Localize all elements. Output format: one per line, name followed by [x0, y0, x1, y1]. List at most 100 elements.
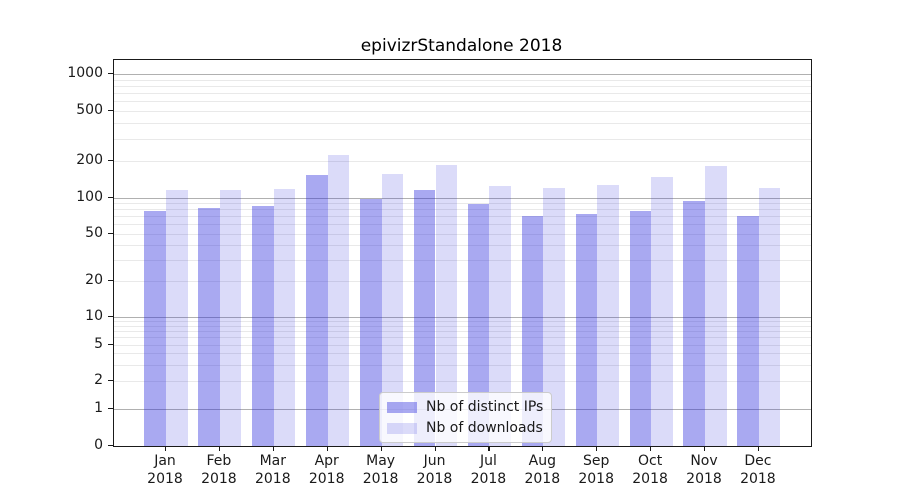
x-tick-label-aug: Aug 2018: [524, 453, 561, 487]
gridline-minor: [114, 224, 811, 226]
x-tick-label-may: May 2018: [362, 453, 399, 487]
y-tick-label: 20: [85, 272, 103, 289]
x-tick-mark: [380, 446, 382, 451]
y-tick-mark: [108, 445, 113, 447]
x-tick-label-jan: Jan 2018: [147, 453, 183, 487]
x-tick-mark: [218, 446, 221, 451]
y-tick-label: 10: [85, 308, 103, 324]
bar-distinct-ips-mar: [252, 206, 274, 446]
legend-label-downloads: Nb of downloads: [426, 420, 543, 436]
bar-downloads-sep: [597, 184, 619, 446]
x-tick-mark: [757, 446, 760, 451]
legend-swatch-distinct-ips: [387, 401, 417, 413]
y-tick-label: 50: [85, 224, 103, 241]
x-axis: Jan 2018 Feb 2018 Mar 2018 Apr 2018 May 2018…: [113, 445, 810, 500]
bar-downloads-may: [381, 174, 404, 446]
x-tick-mark: [165, 446, 167, 451]
gridline-minor: [114, 233, 811, 235]
bar-distinct-ips-aug: [521, 216, 544, 446]
bar-downloads-nov: [705, 165, 727, 446]
gridline-minor: [114, 209, 811, 211]
gridline-minor: [114, 331, 811, 333]
bar-distinct-ips-jul: [467, 204, 490, 446]
x-tick-mark: [488, 446, 490, 451]
y-tick-mark: [108, 280, 113, 282]
gridline-minor: [114, 281, 811, 283]
gridline-minor: [114, 138, 811, 140]
x-tick-label-jul: Jul 2018: [470, 453, 507, 487]
x-tick-label-feb: Feb 2018: [201, 453, 237, 487]
bar-downloads-apr: [327, 155, 350, 446]
gridline-major: [114, 317, 811, 318]
gridline-minor: [114, 79, 811, 81]
gridline-minor: [114, 245, 811, 247]
y-tick-mark: [108, 110, 113, 112]
y-tick-mark: [108, 232, 113, 234]
gridline-minor: [114, 381, 811, 382]
gridline-minor: [114, 123, 811, 125]
x-tick-label-sep: Sep 2018: [578, 453, 614, 487]
y-axis: 0 1 2 5 10 20 50 100 200 500 1000: [0, 59, 113, 453]
gridline-major: [114, 74, 811, 75]
gridline-minor: [114, 337, 811, 339]
y-tick-label: 200: [76, 151, 103, 168]
gridline-minor: [114, 160, 811, 162]
y-tick-label: 500: [76, 102, 103, 119]
y-tick-mark: [108, 343, 113, 345]
x-tick-mark: [650, 446, 652, 451]
gridline-minor: [114, 86, 811, 87]
y-tick-mark: [108, 159, 113, 161]
bar-downloads-jul: [489, 185, 511, 446]
x-tick-label-dec: Dec 2018: [740, 453, 776, 487]
y-tick-label: 2: [94, 372, 103, 388]
bar-downloads-mar: [273, 188, 296, 446]
x-tick-label-oct: Oct 2018: [632, 453, 668, 487]
gridline-minor: [114, 325, 811, 327]
bar-distinct-ips-jan: [144, 211, 166, 446]
x-tick-mark: [272, 446, 274, 451]
bar-distinct-ips-nov: [683, 200, 705, 446]
bar-downloads-feb: [219, 190, 242, 446]
y-tick-mark: [108, 407, 113, 409]
gridline-minor: [114, 101, 811, 103]
bar-distinct-ips-dec: [737, 216, 759, 446]
y-tick-label: 100: [76, 188, 103, 205]
gridline-minor: [114, 364, 811, 366]
y-tick-label: 5: [94, 335, 103, 352]
x-tick-mark: [326, 446, 328, 451]
gridline-minor: [114, 353, 811, 355]
gridline-minor: [114, 260, 811, 262]
bar-distinct-ips-jun: [413, 190, 436, 446]
legend-swatch-downloads: [387, 422, 417, 434]
y-tick-mark: [108, 196, 113, 198]
gridline-minor: [114, 321, 811, 323]
x-tick-label-nov: Nov 2018: [686, 453, 722, 487]
gridline-minor: [114, 344, 811, 346]
y-tick-label: 0: [94, 437, 103, 453]
legend-item-downloads: Nb of downloads: [387, 420, 543, 436]
chart-title: epivizrStandalone 2018: [360, 36, 563, 56]
bar-distinct-ips-may: [360, 199, 382, 446]
gridline-minor: [114, 203, 811, 205]
bar-distinct-ips-oct: [629, 211, 652, 446]
bar-distinct-ips-sep: [575, 214, 598, 446]
gridline-minor: [114, 111, 811, 113]
plot-area: [113, 59, 812, 447]
bar-downloads-dec: [758, 187, 781, 446]
y-tick-mark: [108, 73, 113, 75]
y-tick-mark: [108, 316, 113, 318]
y-tick-mark: [108, 380, 113, 382]
x-tick-mark: [434, 446, 436, 451]
gridline-major: [114, 197, 811, 199]
x-tick-label-apr: Apr 2018: [308, 453, 345, 487]
bar-distinct-ips-feb: [198, 208, 220, 446]
legend-label-distinct-ips: Nb of distinct IPs: [426, 399, 544, 415]
x-tick-mark: [704, 446, 706, 451]
x-tick-label-jun: Jun 2018: [416, 453, 453, 487]
x-tick-mark: [596, 446, 598, 451]
bar-distinct-ips-apr: [306, 174, 328, 446]
bar-downloads-jan: [166, 190, 188, 446]
bar-downloads-oct: [651, 176, 673, 446]
x-tick-mark: [542, 446, 544, 451]
